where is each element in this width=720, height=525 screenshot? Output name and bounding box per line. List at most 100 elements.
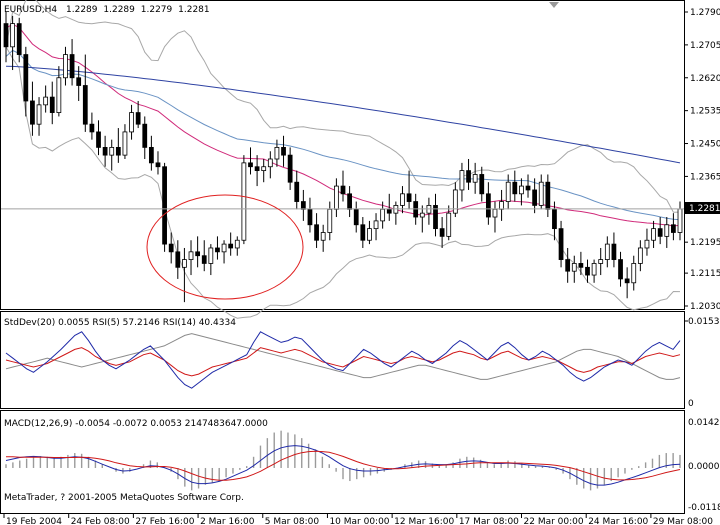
price-tick-label: 1.2365 — [690, 172, 720, 182]
candle-body — [16, 23, 22, 55]
candle-body — [545, 181, 551, 210]
candle-body — [492, 208, 498, 218]
candle-body — [571, 263, 577, 272]
candle-body — [472, 174, 478, 183]
candle-body — [611, 243, 617, 260]
candle-body — [406, 193, 412, 202]
candle-body — [122, 131, 128, 156]
candle-body — [234, 239, 240, 249]
candle-body — [148, 146, 154, 164]
time-axis: 19 Feb 2004 24 Feb 08:00 27 Feb 16:00 2 Mar… — [3, 514, 713, 525]
candle-body — [175, 251, 181, 268]
candle-body — [373, 220, 379, 230]
candle-body — [439, 228, 445, 237]
candle-body — [334, 185, 339, 210]
signal-line — [6, 450, 681, 481]
candle-body — [677, 208, 683, 233]
candle-body — [624, 278, 630, 284]
candle-body — [155, 162, 161, 168]
candle-body — [578, 263, 584, 268]
stddev-rsi-header: StdDev(20) 0.0055 RSI(5) 57.2146 RSI(14)… — [4, 318, 236, 328]
macd-line — [5, 445, 681, 486]
candle-body — [604, 243, 610, 260]
ind2-y-bottom: 0 — [688, 399, 694, 409]
candle-body — [565, 259, 571, 272]
candle-body — [419, 212, 425, 218]
candle-body — [135, 112, 141, 125]
candle-body — [367, 228, 372, 241]
candle-body — [479, 174, 485, 195]
candle-body — [671, 224, 676, 233]
price-y-axis: 1.2790 1.2705 1.2620 1.2535 1.2450 1.2365 1.21… — [684, 8, 720, 312]
candle-body — [386, 208, 392, 214]
macd-y-zero: 0.0000 — [688, 462, 720, 472]
candle-body — [63, 54, 68, 79]
price-tick-label: 1.2790 — [690, 8, 720, 18]
candle-body — [360, 224, 366, 241]
price-header: EURUSD,H4 1.2289 1.2289 1.2279 1.2281 — [4, 5, 210, 15]
candle-body — [525, 185, 531, 191]
chart-shift-icon[interactable] — [549, 2, 559, 8]
candle-body — [261, 166, 267, 172]
price-tick-label: 1.2450 — [690, 140, 720, 150]
ind2-series-line — [5, 333, 681, 380]
candle-body — [314, 224, 319, 241]
candle-body — [43, 96, 49, 106]
candle-body — [254, 166, 260, 172]
time-tick-label: 12 Mar 16:00 — [394, 517, 454, 525]
price-panel[interactable] — [0, 0, 685, 310]
candle-body — [168, 243, 174, 253]
candle-body — [657, 228, 663, 237]
candle-body — [221, 243, 227, 253]
candle-body — [466, 170, 471, 183]
upper-band — [5, 0, 681, 213]
price-tick-label: 1.2705 — [690, 41, 720, 51]
candle-body — [664, 224, 670, 237]
time-tick-label: 24 Mar 16:00 — [588, 517, 648, 525]
highlight-ellipse — [146, 194, 304, 300]
price-tick-label: 1.2620 — [690, 74, 720, 84]
candle-body — [512, 181, 518, 195]
ind2-series-line — [5, 331, 681, 389]
candle-body — [644, 239, 650, 249]
candle-body — [519, 185, 524, 195]
candle-body — [340, 185, 346, 195]
candle-body — [631, 263, 637, 284]
candle-body — [320, 232, 326, 241]
candle-body — [433, 205, 438, 230]
candle-body — [10, 23, 15, 48]
candle-body — [327, 208, 333, 233]
candle-body — [241, 162, 247, 241]
candle-body — [201, 255, 207, 264]
stddev-rsi-panel[interactable] — [0, 311, 685, 409]
candle-body — [69, 54, 75, 79]
candle-body — [188, 251, 194, 260]
macd-header: MACD(12,26,9) -0.0054 -0.0072 0.0053 214… — [4, 419, 268, 429]
candle-body — [3, 23, 9, 48]
time-tick-label: 19 Feb 2004 — [6, 517, 62, 525]
candle-body — [109, 146, 115, 156]
candle-body — [115, 146, 121, 156]
candle-body — [485, 193, 491, 218]
time-tick-label: 17 Mar 08:00 — [459, 517, 519, 525]
time-tick-label: 10 Mar 00:00 — [329, 517, 389, 525]
candle-body — [558, 228, 564, 260]
price-tick-label: 1.2535 — [690, 107, 720, 117]
price-tick-label: 1.2115 — [690, 269, 720, 279]
candle-body — [459, 170, 465, 191]
time-tick-label: 29 Mar 08:00 — [653, 517, 713, 525]
time-tick-label: 24 Feb 08:00 — [71, 517, 130, 525]
candle-body — [287, 154, 293, 183]
candle-body — [195, 251, 201, 257]
candle-body — [281, 146, 286, 156]
ind2-series-line — [5, 347, 681, 377]
candle-body — [36, 104, 42, 125]
candle-body — [651, 228, 656, 241]
macd-y-bottom: -0.0118 — [688, 503, 720, 513]
candle-body — [215, 247, 220, 253]
current-price-label: 1.2281 — [689, 204, 720, 214]
candle-body — [307, 208, 313, 226]
candle-body — [353, 208, 359, 226]
candle-body — [274, 146, 280, 160]
